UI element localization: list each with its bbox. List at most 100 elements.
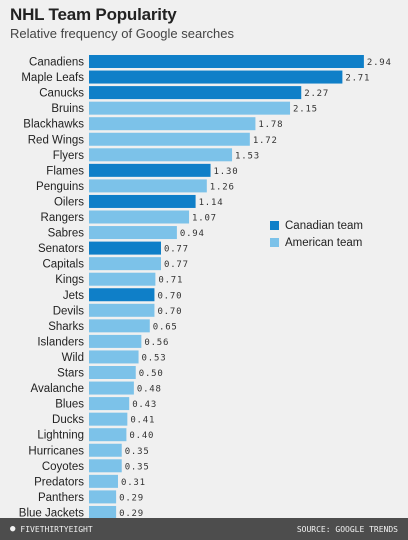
value-label: 2.15 [293, 105, 318, 115]
bar-hurricanes [89, 443, 122, 457]
value-label: 0.35 [125, 462, 150, 472]
category-label: Maple Leafs [21, 72, 84, 84]
bar-ducks [89, 412, 128, 426]
value-label: 0.43 [132, 400, 157, 410]
value-label: 0.53 [142, 353, 167, 363]
category-label: Oilers [54, 196, 84, 208]
bar-bruins [89, 101, 291, 115]
source-note: SOURCE: GOOGLE TRENDS [296, 524, 398, 534]
brand-name: FIVETHIRTYEIGHT [20, 524, 93, 534]
value-label: 0.48 [137, 385, 162, 395]
value-label: 1.53 [235, 151, 260, 161]
category-label: Hurricanes [28, 445, 84, 457]
brand: ● FIVETHIRTYEIGHT [10, 524, 93, 534]
legend-swatch-american [270, 238, 279, 247]
bar-canucks [89, 86, 302, 100]
value-label: 1.30 [214, 167, 239, 177]
bar-sabres [89, 226, 177, 240]
bar-lightning [89, 428, 127, 442]
category-label: Capitals [42, 259, 84, 271]
bar-oilers [89, 194, 196, 208]
category-label: Devils [53, 305, 85, 317]
bar-chart: Canadiens 2.94 Maple Leafs 2.71 Canucks 2.27 B… [19, 55, 392, 518]
category-label: Blue Jackets [19, 507, 84, 518]
bar-penguins [89, 179, 207, 193]
value-label: 0.77 [164, 260, 189, 270]
bar-kings [89, 272, 156, 286]
bar-flyers [89, 148, 233, 162]
category-label: Bruins [51, 103, 84, 115]
value-label: 2.71 [345, 74, 370, 84]
value-label: 0.71 [158, 276, 183, 286]
category-label: Rangers [41, 212, 85, 224]
category-label: Jets [63, 290, 84, 302]
bar-blue-jackets [89, 505, 117, 518]
footer-bar: ● FIVETHIRTYEIGHT SOURCE: GOOGLE TRENDS [0, 518, 408, 540]
bar-avalanche [89, 381, 134, 395]
category-label: Predators [34, 476, 84, 488]
category-label: Sharks [48, 321, 84, 333]
value-label: 0.77 [164, 245, 189, 255]
bar-sharks [89, 319, 150, 333]
category-label: Penguins [36, 181, 84, 193]
category-label: Blues [55, 399, 84, 411]
chart-subtitle: Relative frequency of Google searches [10, 26, 235, 41]
bar-flames [89, 163, 211, 177]
category-label: Senators [38, 243, 84, 255]
category-label: Flames [46, 165, 84, 177]
bar-jets [89, 288, 155, 302]
value-label: 0.40 [129, 431, 154, 441]
bar-wild [89, 350, 139, 364]
value-label: 0.50 [139, 369, 164, 379]
legend-label-canadian: Canadian team [285, 219, 363, 232]
category-label: Sabres [48, 228, 85, 240]
category-label: Avalanche [31, 383, 85, 395]
bar-maple-leafs [89, 70, 343, 84]
value-label: 2.27 [304, 89, 329, 99]
value-label: 0.41 [130, 416, 155, 426]
legend-swatch-canadian [270, 221, 279, 230]
bar-coyotes [89, 459, 122, 473]
value-label: 2.94 [367, 58, 392, 68]
value-label: 0.56 [144, 338, 169, 348]
category-label: Ducks [52, 414, 84, 426]
value-label: 0.29 [119, 493, 144, 503]
bar-devils [89, 303, 155, 317]
category-label: Stars [57, 368, 84, 380]
chart-title: NHL Team Popularity [10, 5, 177, 24]
bar-canadiens [89, 55, 364, 68]
category-label: Lightning [37, 430, 84, 442]
value-label: 1.07 [192, 214, 217, 224]
value-label: 0.70 [157, 291, 182, 301]
category-label: Red Wings [28, 134, 84, 146]
value-label: 0.29 [119, 509, 144, 518]
legend-item-american: American team [270, 234, 363, 251]
bar-capitals [89, 257, 161, 271]
category-label: Canadiens [29, 57, 84, 69]
bar-blues [89, 397, 130, 411]
legend-item-canadian: Canadian team [270, 217, 363, 234]
legend: Canadian team American team [270, 217, 363, 251]
category-label: Wild [62, 352, 84, 364]
category-label: Blackhawks [23, 119, 84, 131]
legend-label-american: American team [285, 236, 363, 249]
value-label: 1.72 [253, 136, 278, 146]
bar-panthers [89, 490, 117, 504]
fivethirtyeight-logo-icon: ● [10, 524, 16, 534]
value-label: 0.94 [180, 229, 205, 239]
bar-blackhawks [89, 117, 256, 131]
category-label: Coyotes [42, 461, 84, 473]
category-label: Panthers [38, 492, 84, 504]
value-label: 1.14 [199, 198, 224, 208]
value-label: 1.26 [210, 182, 235, 192]
bar-stars [89, 366, 136, 379]
value-label: 0.65 [153, 322, 178, 332]
value-label: 1.78 [258, 120, 283, 130]
category-label: Flyers [53, 150, 85, 162]
category-label: Kings [55, 274, 84, 286]
bar-red-wings [89, 132, 250, 146]
bar-predators [89, 474, 118, 488]
bar-islanders [89, 334, 142, 348]
category-label: Islanders [37, 336, 84, 348]
bar-rangers [89, 210, 190, 224]
